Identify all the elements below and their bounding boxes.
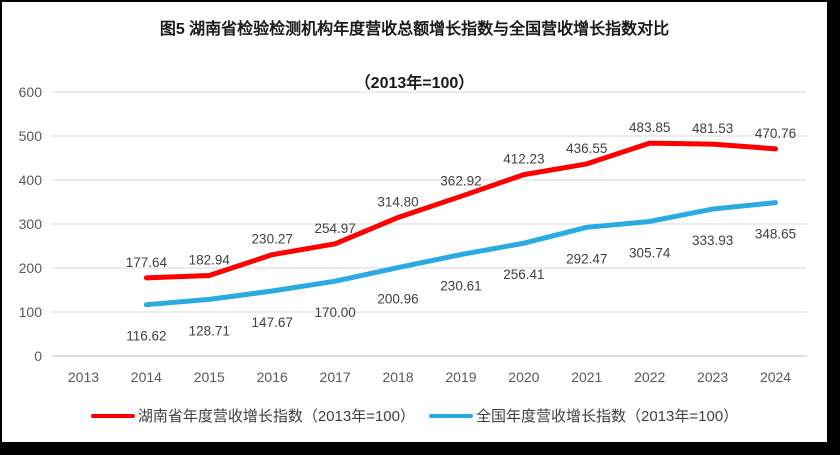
x-tick-label: 2014 <box>131 369 162 385</box>
x-tick-label: 2020 <box>508 369 539 385</box>
x-tick-label: 2023 <box>697 369 728 385</box>
y-tick-label: 100 <box>19 304 43 320</box>
x-tick-label: 2019 <box>445 369 476 385</box>
legend-item-national: 全国年度营收增长指数（2013年=100） <box>429 405 738 426</box>
legend-label-national: 全国年度营收增长指数（2013年=100） <box>476 408 739 425</box>
x-tick-label: 2021 <box>571 369 602 385</box>
chart-frame: 0 100 200 300 400 500 600 2013 2014 2015 2016 2017 2… <box>2 2 827 442</box>
data-label: 470.76 <box>755 126 796 141</box>
x-tick-label: 2016 <box>257 369 288 385</box>
legend-item-hunan: 湖南省年度营收增长指数（2013年=100） <box>90 405 415 426</box>
data-label: 348.65 <box>755 227 796 242</box>
y-tick-label: 400 <box>19 172 43 188</box>
x-tick-label: 2017 <box>320 369 351 385</box>
data-label: 182.94 <box>189 253 231 268</box>
data-label: 116.62 <box>126 329 166 344</box>
data-label: 254.97 <box>314 221 355 236</box>
data-label: 170.00 <box>314 305 355 320</box>
x-tick-label: 2015 <box>194 369 225 385</box>
data-label: 483.85 <box>629 120 670 135</box>
data-label: 412.23 <box>503 152 544 167</box>
chart-title: 图5 湖南省检验检测机构年度营收总额增长指数与全国营收增长指数对比 （2013年… <box>2 16 827 97</box>
x-tick-label: 2018 <box>382 369 413 385</box>
y-tick-label: 300 <box>19 216 43 232</box>
data-label: 481.53 <box>692 121 733 136</box>
data-label: 256.41 <box>503 267 544 282</box>
y-tick-label: 600 <box>19 84 43 100</box>
legend-line-icon-hunan <box>90 413 135 418</box>
data-label: 436.55 <box>566 141 607 156</box>
chart-title-line2: （2013年=100） <box>354 75 475 92</box>
y-tick-label: 0 <box>34 348 42 364</box>
data-label: 128.71 <box>189 323 230 338</box>
data-label: 200.96 <box>377 292 418 307</box>
line-chart-plot: 0 100 200 300 400 500 600 2013 2014 2015 2016 2017 2… <box>19 84 807 385</box>
chart-title-line1: 图5 湖南省检验检测机构年度营收总额增长指数与全国营收增长指数对比 <box>159 21 670 38</box>
y-tick-label: 200 <box>19 260 43 276</box>
data-label: 230.61 <box>440 279 481 294</box>
x-tick-label: 2022 <box>634 369 665 385</box>
data-label: 362.92 <box>440 173 481 188</box>
data-label: 177.64 <box>126 255 168 270</box>
data-label: 147.67 <box>252 315 293 330</box>
data-label: 305.74 <box>629 245 671 260</box>
data-label: 314.80 <box>377 194 418 209</box>
legend-line-icon-national <box>429 413 473 418</box>
y-tick-label: 500 <box>19 128 43 144</box>
data-label: 292.47 <box>566 251 607 266</box>
data-label: 333.93 <box>692 233 733 248</box>
x-tick-label: 2013 <box>68 369 99 385</box>
data-label: 230.27 <box>252 232 293 247</box>
series-line-1 <box>143 200 779 308</box>
legend-label-hunan: 湖南省年度营收增长指数（2013年=100） <box>137 408 415 425</box>
x-tick-label: 2024 <box>760 369 791 385</box>
series-line-0 <box>143 140 779 281</box>
chart-legend: 湖南省年度营收增长指数（2013年=100） 全国年度营收增长指数（2013年=… <box>2 405 827 426</box>
